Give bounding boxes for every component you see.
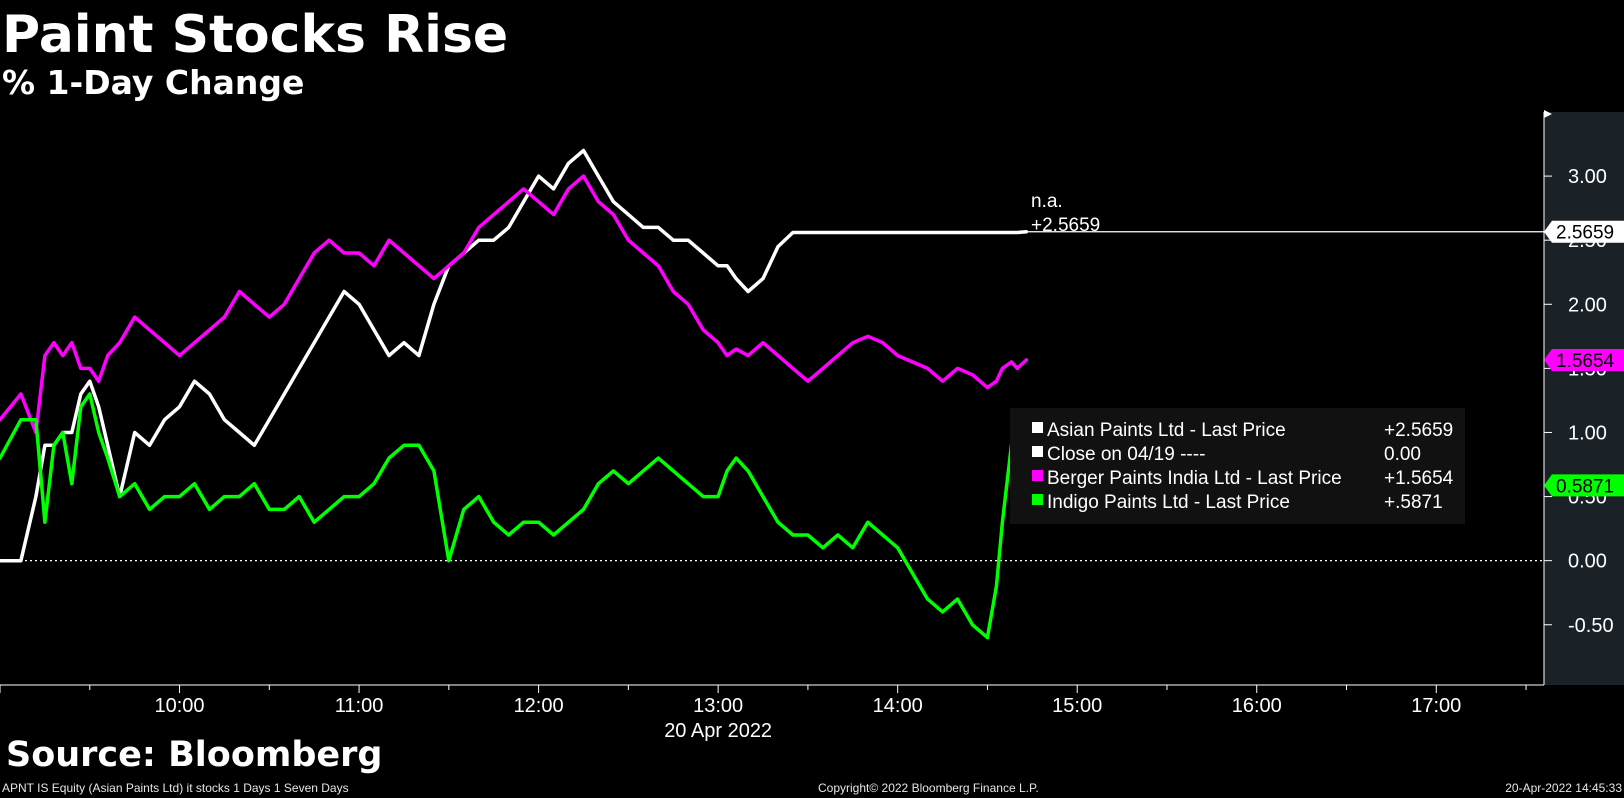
x-tick-label: 11:00 xyxy=(335,695,384,717)
last-value-tag xyxy=(1544,474,1624,497)
axes: 10:00 11:00 12:00 13:00 14:00 15:00 16:00 17:00… xyxy=(0,110,1614,742)
series-line-3 xyxy=(0,392,1029,640)
last-value-tag xyxy=(1544,220,1624,243)
y-axis-arrow xyxy=(1544,110,1552,118)
series-line-2 xyxy=(0,174,1029,435)
y-tick-label: 2.00 xyxy=(1568,294,1607,316)
last-value-tag xyxy=(1544,348,1624,371)
x-tick-label: 12:00 xyxy=(514,695,564,717)
legend: Asian Paints Ltd - Last Price +2.5659 Clos… xyxy=(1010,408,1465,524)
last-value-label: 0.5871 xyxy=(1556,476,1614,497)
legend-swatch xyxy=(1032,446,1043,457)
legend-label: Asian Paints Ltd - Last Price xyxy=(1047,420,1286,441)
footer-right: 20-Apr-2022 14:45:33 xyxy=(1505,781,1622,795)
annotation-last-value: +2.5659 xyxy=(1031,215,1100,236)
annotations: n.a. +2.5659 xyxy=(1031,191,1100,236)
legend-label: Berger Paints India Ltd - Last Price xyxy=(1047,468,1342,489)
legend-label: Indigo Paints Ltd - Last Price xyxy=(1047,492,1290,513)
x-tick-label: 17:00 xyxy=(1411,695,1461,717)
legend-swatch xyxy=(1032,494,1043,505)
legend-label: Close on 04/19 ---- xyxy=(1047,444,1205,465)
y-tick-label: -0.50 xyxy=(1568,615,1614,637)
legend-value: 0.00 xyxy=(1384,444,1421,465)
chart-subtitle: % 1-Day Change xyxy=(2,63,305,102)
annotation-na: n.a. xyxy=(1031,191,1063,212)
legend-swatch xyxy=(1032,470,1043,481)
x-tick-label: 10:00 xyxy=(155,695,205,717)
legend-value: +.5871 xyxy=(1384,492,1443,513)
labels-layer: 2.5659 1.5654 0.5871 xyxy=(1026,220,1624,497)
legend-value: +2.5659 xyxy=(1384,420,1453,441)
y-tick-label: 1.00 xyxy=(1568,422,1607,444)
legend-swatch xyxy=(1032,422,1043,433)
y-tick-label: 3.00 xyxy=(1568,166,1607,188)
legend-box xyxy=(1010,408,1465,524)
x-tick-label: 13:00 xyxy=(693,695,743,717)
x-tick-label: 15:00 xyxy=(1052,695,1102,717)
series-line-0 xyxy=(0,148,1029,563)
legend-value: +1.5654 xyxy=(1384,468,1454,489)
series-layer xyxy=(0,148,1544,640)
footer-center: Copyright© 2022 Bloomberg Finance L.P. xyxy=(818,781,1039,795)
y-tick-label: 0.00 xyxy=(1568,551,1607,573)
source-label: Source: Bloomberg xyxy=(6,735,383,775)
last-value-label: 1.5654 xyxy=(1556,351,1615,372)
last-value-label: 2.5659 xyxy=(1556,223,1614,244)
footer-left: APNT IS Equity (Asian Paints Ltd) it sto… xyxy=(2,781,349,795)
x-tick-label: 14:00 xyxy=(873,695,923,717)
y-axis-panel xyxy=(1544,112,1624,685)
x-tick-label: 16:00 xyxy=(1232,695,1282,717)
chart-title: Paint Stocks Rise xyxy=(2,5,509,65)
x-axis-label: 20 Apr 2022 xyxy=(664,720,772,742)
